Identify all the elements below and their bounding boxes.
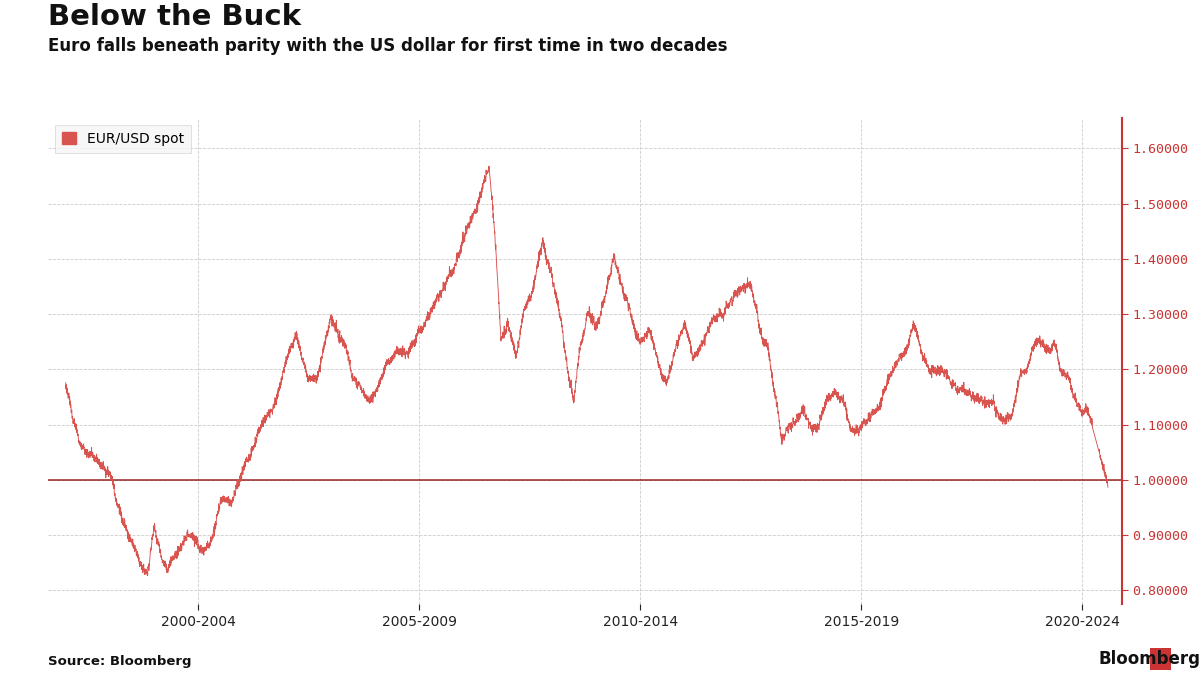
Text: Source: Bloomberg: Source: Bloomberg — [48, 655, 192, 668]
Text: Bloomberg: Bloomberg — [1098, 650, 1200, 668]
Legend: EUR/USD spot: EUR/USD spot — [55, 125, 191, 153]
Text: Below the Buck: Below the Buck — [48, 3, 301, 31]
Text: Euro falls beneath parity with the US dollar for first time in two decades: Euro falls beneath parity with the US do… — [48, 37, 727, 55]
